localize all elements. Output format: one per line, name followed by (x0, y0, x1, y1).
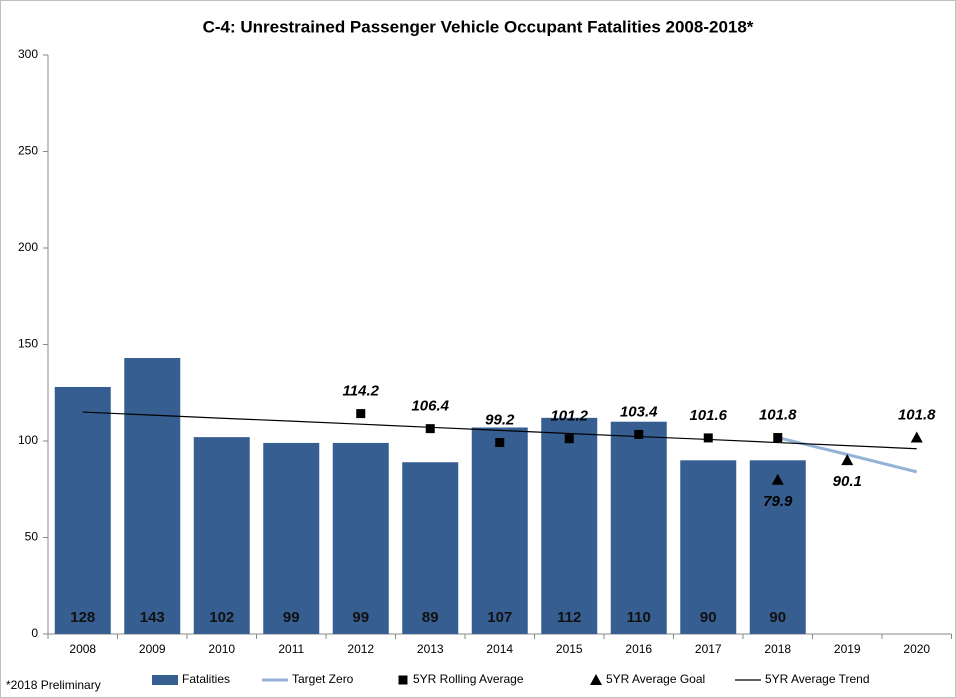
marker-value-label: 101.8 (898, 406, 936, 423)
bar (749, 460, 806, 634)
chart-title: C-4: Unrestrained Passenger Vehicle Occu… (203, 17, 754, 36)
marker (356, 409, 366, 419)
x-tick-label: 2017 (695, 642, 722, 656)
x-tick-label: 2011 (278, 642, 304, 656)
bar-value-label: 143 (140, 609, 165, 626)
marker (495, 438, 505, 448)
marker-value-label: 90.1 (833, 473, 862, 490)
bar-value-label: 110 (627, 609, 651, 626)
marker (841, 454, 854, 466)
marker (564, 434, 574, 444)
bar (610, 421, 667, 634)
legend-swatch (152, 675, 178, 685)
marker (771, 473, 784, 485)
bar (541, 417, 598, 634)
x-tick-label: 2020 (903, 642, 930, 656)
x-tick-label: 2018 (764, 642, 791, 656)
bar (263, 442, 320, 634)
marker (425, 424, 435, 434)
y-tick-label: 250 (18, 144, 38, 158)
marker-value-label: 114.2 (343, 383, 380, 400)
bar (54, 386, 111, 634)
line (82, 411, 917, 450)
marker-value-label: 101.6 (689, 407, 727, 424)
bar-value-label: 107 (487, 609, 512, 626)
marker-value-label: 103.4 (620, 403, 658, 420)
x-tick-label: 2009 (139, 642, 166, 656)
bar (124, 358, 181, 634)
bar-value-label: 90 (700, 609, 717, 626)
legend-label: Target Zero (292, 672, 354, 686)
legend-label: 5YR Average Goal (606, 672, 705, 686)
bar-value-label: 89 (422, 609, 439, 626)
marker (773, 433, 783, 443)
marker-value-label: 101.2 (550, 408, 588, 425)
x-tick-label: 2016 (625, 642, 652, 656)
legend-label: 5YR Rolling Average (413, 672, 524, 686)
marker (703, 433, 713, 443)
footnote: *2018 Preliminary (6, 678, 101, 692)
legend-label: 5YR Average Trend (765, 672, 870, 686)
x-tick-label: 2015 (556, 642, 583, 656)
bar-value-label: 128 (70, 609, 95, 626)
bar-value-label: 102 (209, 609, 234, 626)
y-tick-label: 150 (18, 337, 38, 351)
x-tick-label: 2013 (417, 642, 444, 656)
y-tick-label: 0 (31, 626, 38, 640)
y-tick-label: 100 (18, 433, 38, 447)
x-tick-label: 2014 (486, 642, 513, 656)
marker-value-label: 106.4 (411, 398, 449, 415)
y-tick-label: 300 (18, 47, 38, 61)
bar-value-label: 99 (352, 609, 369, 626)
bar (402, 462, 459, 634)
bar (193, 437, 250, 634)
marker (910, 431, 923, 443)
bar-value-label: 90 (769, 609, 786, 626)
legend-swatch (398, 675, 408, 685)
bar-value-label: 112 (557, 609, 581, 626)
marker-value-label: 99.2 (485, 412, 515, 429)
bar (332, 442, 389, 634)
y-tick-label: 200 (18, 240, 38, 254)
legend-label: Fatalities (182, 672, 230, 686)
x-tick-label: 2008 (69, 642, 96, 656)
bar (471, 427, 528, 634)
marker-value-label: 101.8 (759, 406, 797, 423)
x-tick-label: 2012 (347, 642, 374, 656)
y-tick-label: 50 (25, 530, 39, 544)
marker (634, 429, 644, 439)
bar-value-label: 99 (283, 609, 300, 626)
x-tick-label: 2019 (834, 642, 861, 656)
marker-value-label: 79.9 (763, 493, 793, 510)
legend-swatch (590, 674, 602, 685)
x-tick-label: 2010 (208, 642, 235, 656)
bar (680, 460, 737, 634)
